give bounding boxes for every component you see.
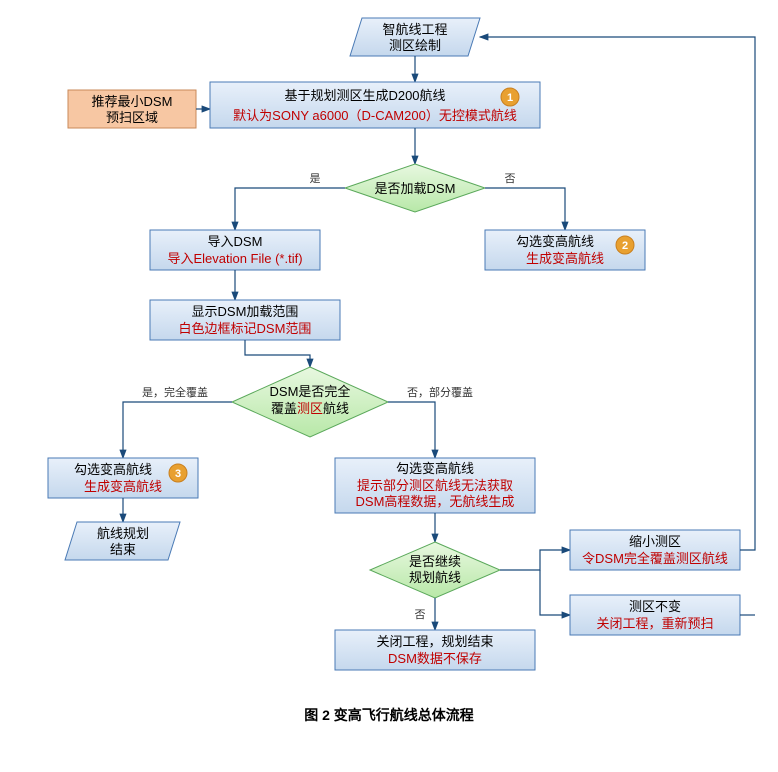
partial-l3: DSM高程数据，无航线生成 (356, 494, 515, 509)
edge-continue-shrink (500, 550, 570, 570)
checkalt2-l1: 勾选变高航线 (74, 462, 152, 477)
keep-l2: 关闭工程，重新预扫 (596, 616, 713, 631)
cover-l2: 覆盖测区航线 (271, 401, 349, 416)
flowchart: 智航线工程 测区绘制 推荐最小DSM 预扫区域 基于规划测区生成D200航线 默… (10, 10, 768, 740)
keep-l1: 测区不变 (629, 599, 681, 614)
partial-l2: 提示部分测区航线无法获取 (357, 478, 513, 493)
badge-3-txt: 3 (175, 468, 181, 480)
importdsm-l1: 导入DSM (208, 234, 263, 249)
label-fullcover: 是，完全覆盖 (142, 385, 208, 399)
figure-caption: 图 2 变高飞行航线总体流程 (304, 707, 474, 723)
edge-loaddsm-yes (235, 188, 345, 230)
edge-cover-full (123, 402, 232, 458)
start-l2: 测区绘制 (389, 38, 441, 53)
loaddsm-l1: 是否加载DSM (375, 181, 456, 196)
edge-loaddsm-no (485, 188, 565, 230)
partial-l1: 勾选变高航线 (396, 461, 474, 476)
close-l2: DSM数据不保存 (388, 651, 482, 666)
shrink-l2: 令DSM完全覆盖测区航线 (582, 551, 728, 566)
continue-l1: 是否继续 (409, 554, 461, 569)
importdsm-l2: 导入Elevation File (*.tif) (167, 251, 302, 266)
label-partcover: 否，部分覆盖 (407, 385, 473, 399)
checkalt1-l1: 勾选变高航线 (516, 234, 594, 249)
label-yes1: 是 (310, 172, 321, 185)
start-l1: 智航线工程 (382, 22, 447, 37)
recommend-l2: 预扫区域 (106, 110, 158, 125)
close-l1: 关闭工程，规划结束 (376, 634, 493, 649)
showrange-l2: 白色边框标记DSM范围 (179, 321, 312, 336)
end-l2: 结束 (110, 542, 136, 557)
d200-l1: 基于规划测区生成D200航线 (284, 88, 445, 103)
edge-continue-keep (540, 570, 570, 615)
badge-1-txt: 1 (507, 92, 513, 104)
end-l1: 航线规划 (97, 526, 149, 541)
shrink-l1: 缩小测区 (629, 534, 681, 549)
badge-2-txt: 2 (622, 240, 628, 252)
checkalt1-l2: 生成变高航线 (526, 251, 604, 266)
continue-l2: 规划航线 (409, 570, 461, 585)
label-no2: 否 (415, 609, 426, 621)
edge-cover-part (388, 402, 435, 458)
label-no1: 否 (505, 173, 516, 185)
edge-show-cover (245, 340, 310, 367)
checkalt2-l2: 生成变高航线 (84, 479, 162, 494)
cover-l1: DSM是否完全 (270, 384, 351, 399)
showrange-l1: 显示DSM加载范围 (192, 304, 299, 319)
recommend-l1: 推荐最小DSM (92, 94, 173, 109)
d200-l2: 默认为SONY a6000（D-CAM200）无控模式航线 (233, 108, 517, 123)
